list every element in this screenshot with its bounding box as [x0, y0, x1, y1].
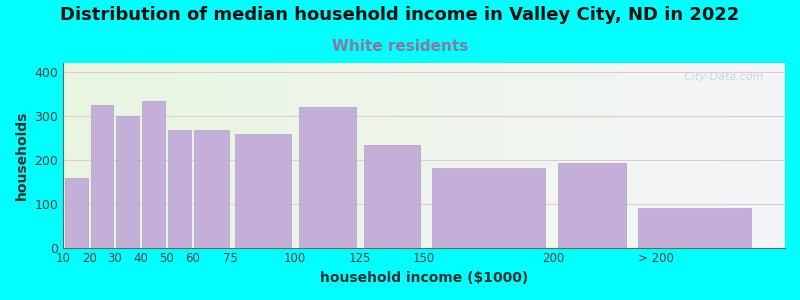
- Text: Distribution of median household income in Valley City, ND in 2022: Distribution of median household income …: [60, 6, 740, 24]
- Bar: [432, 169, 546, 248]
- Bar: [142, 101, 165, 248]
- Bar: [234, 134, 291, 247]
- Bar: [168, 130, 190, 248]
- Bar: [116, 116, 139, 248]
- Bar: [638, 208, 751, 247]
- Bar: [558, 163, 626, 248]
- Text: City-Data.com: City-Data.com: [677, 72, 763, 82]
- Y-axis label: households: households: [15, 111, 29, 200]
- Bar: [65, 178, 87, 248]
- Text: White residents: White residents: [332, 39, 468, 54]
- Bar: [363, 145, 420, 248]
- Bar: [299, 107, 356, 248]
- Bar: [194, 130, 229, 248]
- X-axis label: household income ($1000): household income ($1000): [320, 271, 528, 285]
- Bar: [90, 105, 114, 247]
